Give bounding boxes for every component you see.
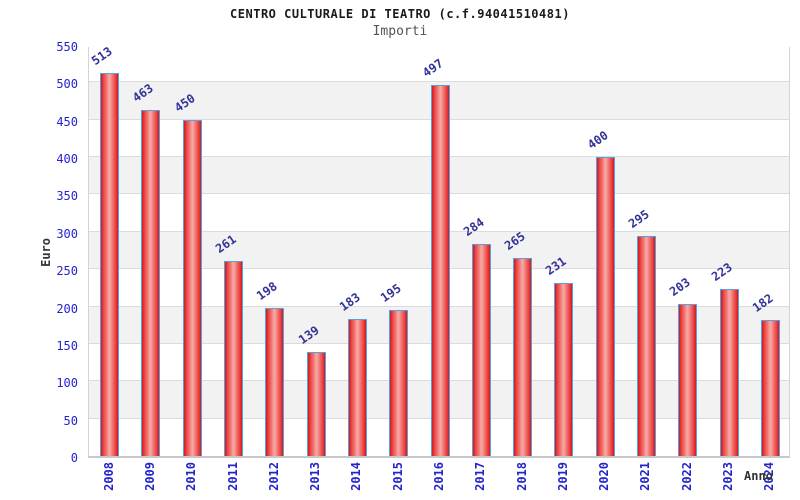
x-tick-label-text: 2020 — [597, 462, 612, 491]
x-tick-label-text: 2021 — [638, 462, 653, 491]
y-tick-label: 300 — [56, 226, 78, 241]
x-tick-label-text: 2013 — [308, 462, 323, 491]
x-tick-label-text: 2023 — [721, 462, 736, 491]
bar-2022 — [678, 304, 698, 456]
plot-band — [89, 45, 789, 83]
bar-2019 — [554, 283, 574, 456]
y-tick-label: 250 — [56, 264, 78, 279]
x-axis-tick-labels: 2008 2009 2010 2011 2012 2013 2014 2015 2016 2017… — [88, 462, 790, 499]
x-tick-label-text: 2008 — [101, 462, 116, 491]
y-tick-label: 200 — [56, 301, 78, 316]
y-tick-label: 350 — [56, 189, 78, 204]
x-tick-label-text: 2012 — [266, 462, 281, 491]
x-tick-label-text: 2010 — [184, 462, 199, 491]
y-axis-tick-labels: 0 50 100 150 200 250 300 350 400 450 500 550 — [0, 40, 78, 465]
x-tick-label-2013: 2013 — [294, 462, 335, 499]
y-tick-label: 150 — [56, 338, 78, 353]
bar-2008 — [100, 72, 120, 456]
y-tick-label: 50 — [63, 413, 78, 428]
x-tick-label-text: 2016 — [431, 462, 446, 491]
bar-2013 — [306, 352, 326, 456]
bar-2012 — [265, 308, 285, 456]
bar-2011 — [224, 260, 244, 456]
y-tick-label: 500 — [56, 77, 78, 92]
x-tick-label-2011: 2011 — [212, 462, 253, 499]
x-tick-label-2019: 2019 — [542, 462, 583, 499]
bar-2015 — [389, 310, 409, 456]
x-tick-label-2017: 2017 — [460, 462, 501, 499]
x-tick-label-2018: 2018 — [501, 462, 542, 499]
x-tick-label-2020: 2020 — [584, 462, 625, 499]
bar-2024 — [760, 320, 780, 456]
bar-2016 — [430, 84, 450, 456]
bar-2021 — [636, 235, 656, 456]
chart-subtitle: Importi — [372, 24, 428, 39]
x-tick-label-text: 2011 — [225, 462, 240, 491]
x-tick-label-text: 2019 — [555, 462, 570, 491]
x-tick-label-2023: 2023 — [707, 462, 748, 499]
x-tick-label-2014: 2014 — [336, 462, 377, 499]
plot-area: 513 463 450 261 198 139 183 195 497 284 265 231 400 2… — [88, 44, 790, 458]
gridline — [89, 81, 789, 83]
bar-2014 — [347, 319, 367, 456]
x-tick-label-2015: 2015 — [377, 462, 418, 499]
bar-2023 — [719, 289, 739, 456]
y-tick-label: 450 — [56, 114, 78, 129]
bar-2010 — [182, 119, 202, 456]
y-tick-label: 400 — [56, 152, 78, 167]
x-axis-title: Anno — [744, 469, 773, 483]
x-tick-label-text: 2018 — [514, 462, 529, 491]
x-tick-label-2009: 2009 — [129, 462, 170, 499]
bar-2020 — [595, 157, 615, 456]
x-tick-label-text: 2017 — [473, 462, 488, 491]
y-tick-label: 100 — [56, 376, 78, 391]
x-tick-label-2010: 2010 — [171, 462, 212, 499]
bar-2009 — [141, 110, 161, 456]
x-tick-label-2012: 2012 — [253, 462, 294, 499]
x-tick-label-2022: 2022 — [666, 462, 707, 499]
y-tick-label: 0 — [70, 451, 78, 465]
x-tick-label-text: 2014 — [349, 462, 364, 491]
y-tick-label: 550 — [56, 40, 78, 54]
bar-2017 — [471, 243, 491, 456]
x-tick-label-text: 2009 — [142, 462, 157, 491]
x-tick-label-2021: 2021 — [625, 462, 666, 499]
bar-2018 — [513, 257, 533, 456]
x-tick-label-2008: 2008 — [88, 462, 129, 499]
x-tick-label-2016: 2016 — [418, 462, 459, 499]
chart-title: CENTRO CULTURALE DI TEATRO (c.f.94041510… — [230, 7, 570, 21]
x-tick-label-text: 2015 — [390, 462, 405, 491]
x-tick-label-text: 2022 — [679, 462, 694, 491]
